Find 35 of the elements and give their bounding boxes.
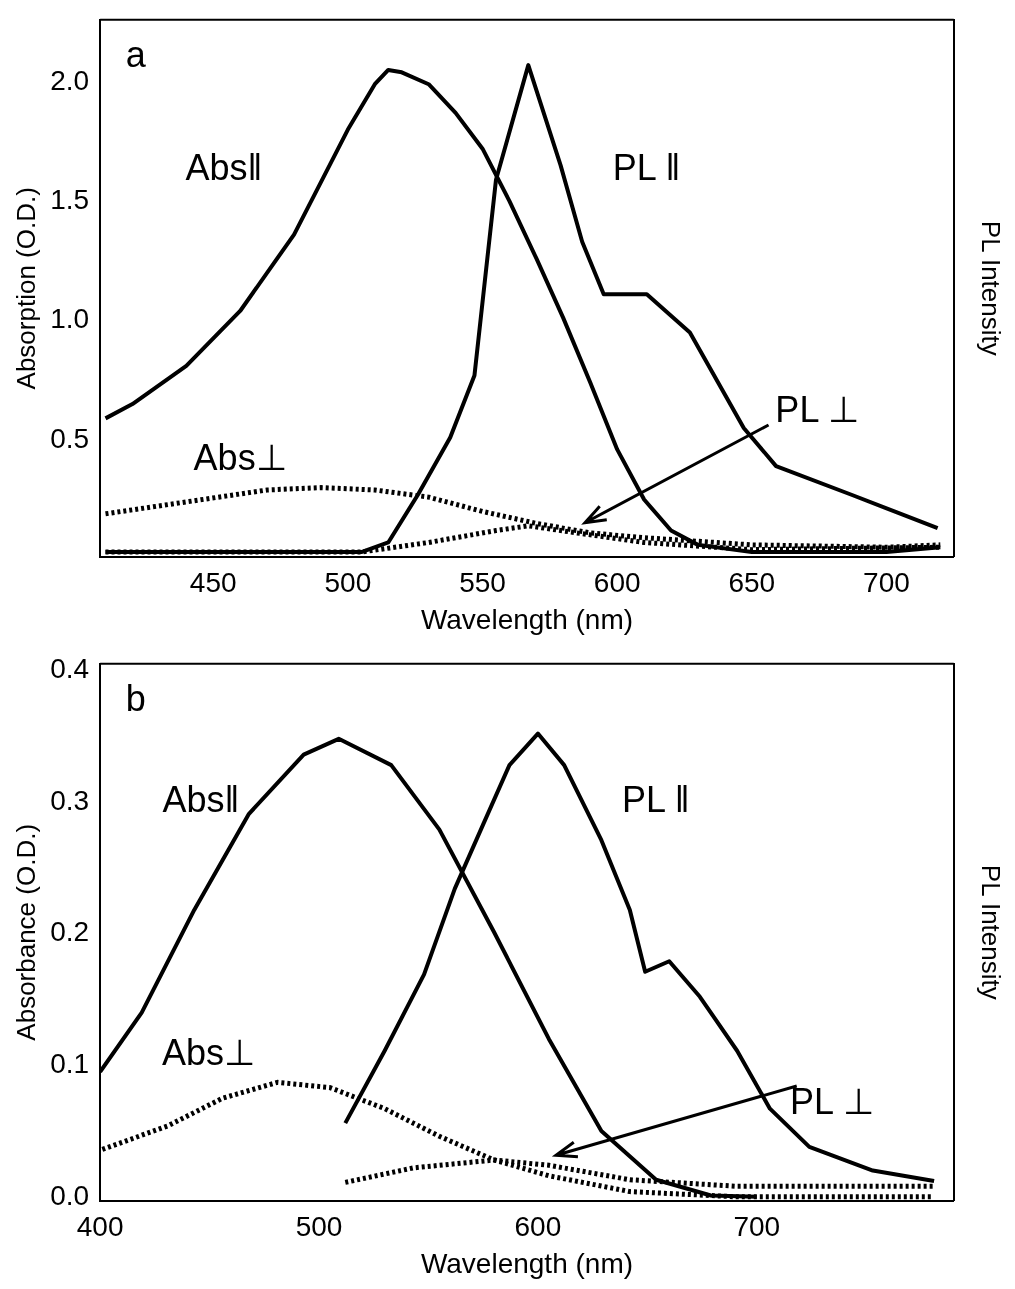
y-tick-label: 0.0 — [50, 1179, 90, 1211]
x-tick-label: 500 — [324, 567, 372, 599]
annotation: PL ‖ — [612, 147, 681, 189]
y-tick-label: 1.5 — [50, 183, 90, 215]
x-tick-label: 450 — [189, 567, 237, 599]
y-tick-label: 0.5 — [50, 422, 90, 454]
annotation: Abs⊥ — [162, 1032, 256, 1074]
x-tick-label: 400 — [76, 1211, 124, 1243]
x-tick-label: 500 — [295, 1211, 343, 1243]
y2-axis-title: PL Intensity — [976, 220, 1007, 356]
annotation: Abs⊥ — [193, 437, 287, 479]
annotation: b — [125, 677, 146, 719]
y-tick-label: 1.0 — [50, 303, 90, 335]
x-axis-title: Wavelength (nm) — [420, 1247, 634, 1279]
annotation: a — [125, 33, 147, 75]
annotation: Abs‖ — [162, 778, 240, 820]
y-tick-label: 2.0 — [50, 64, 90, 96]
annotation: Abs‖ — [185, 147, 263, 189]
y-tick-label: 0.2 — [50, 916, 90, 948]
x-tick-label: 600 — [514, 1211, 562, 1243]
y-tick-label: 0.1 — [50, 1047, 90, 1079]
x-tick-label: 650 — [728, 567, 776, 599]
y2-axis-title: PL Intensity — [976, 864, 1007, 1000]
y-tick-label: 0.4 — [50, 653, 90, 685]
annotation: PL ⊥ — [775, 388, 860, 430]
x-axis-title: Wavelength (nm) — [420, 603, 634, 635]
x-tick-label: 700 — [733, 1211, 781, 1243]
y-axis-title: Absorption (O.D.) — [10, 187, 41, 390]
y-axis-title: Absorbance (O.D.) — [10, 823, 41, 1041]
x-tick-label: 700 — [863, 567, 910, 599]
y-tick-label: 0.3 — [50, 784, 90, 816]
x-tick-label: 550 — [459, 567, 506, 599]
annotation: PL ⊥ — [789, 1080, 874, 1122]
x-tick-label: 600 — [593, 567, 641, 599]
annotation: PL ‖ — [622, 778, 690, 820]
